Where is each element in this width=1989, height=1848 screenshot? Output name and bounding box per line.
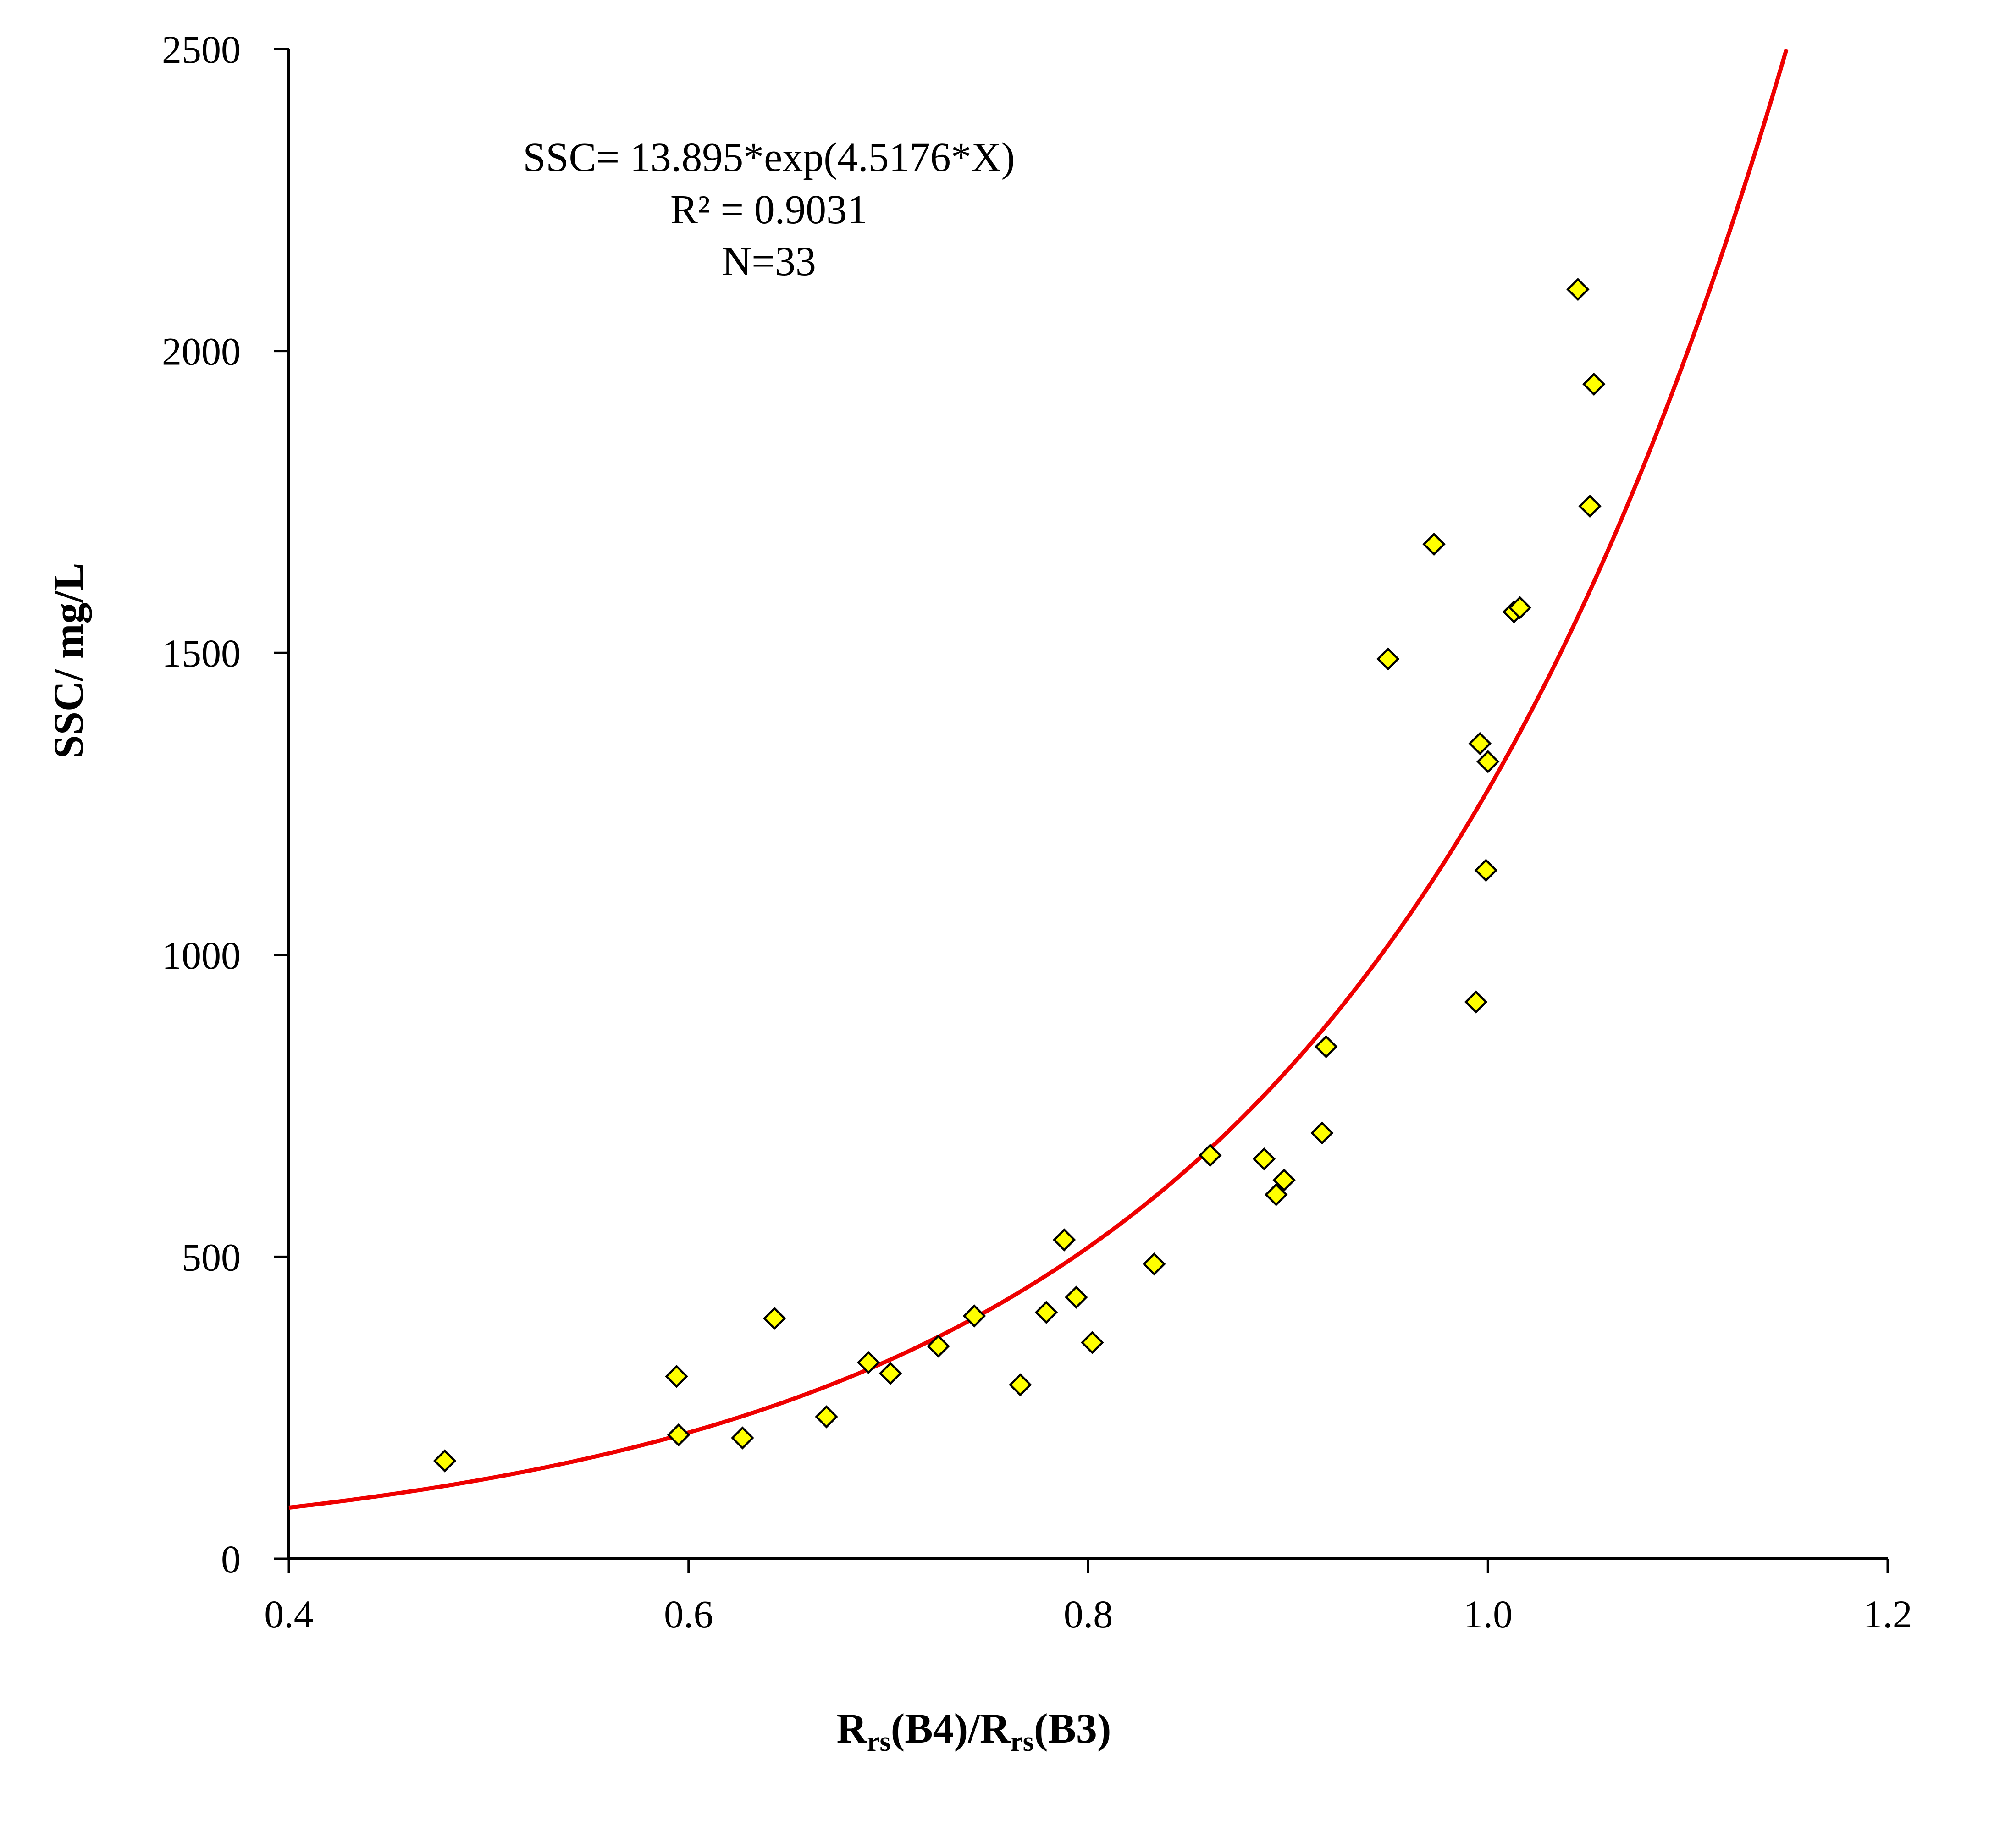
x-axis-title: Rrs(B4)/Rrs(B3) [836, 1705, 1111, 1757]
data-point [667, 1423, 691, 1447]
x-axis-title-part: (B4)/R [891, 1705, 1011, 1752]
data-point [1468, 732, 1492, 755]
data-point [1065, 1285, 1088, 1309]
y-tick-label: 0 [221, 1537, 241, 1581]
equation-annotation: SSC= 13.895*exp(4.5176*X) R² = 0.9031 N=… [523, 135, 1015, 284]
x-axis-title-part: (B3) [1034, 1705, 1111, 1752]
x-axis-ticks: 0.4 0.6 0.8 1.0 1.2 [264, 1559, 1912, 1636]
data-point [815, 1405, 838, 1429]
x-tick-label: 0.6 [664, 1592, 713, 1636]
data-point [878, 1362, 902, 1385]
y-axis-title: SSC/ mg/L [45, 563, 92, 759]
data-point [962, 1304, 986, 1328]
data-point [1310, 1121, 1334, 1145]
data-point [1474, 859, 1498, 882]
y-tick-label: 2500 [162, 28, 241, 72]
fit-curve-group [288, 48, 1789, 1510]
data-point [1476, 750, 1500, 773]
data-point [1315, 1035, 1338, 1059]
data-point [731, 1426, 754, 1450]
data-point [1252, 1147, 1276, 1171]
data-point [1566, 278, 1590, 301]
data-point [1422, 532, 1446, 556]
data-point [1143, 1252, 1166, 1276]
x-tick-label: 1.2 [1863, 1592, 1912, 1636]
data-point [762, 1307, 786, 1330]
data-point [1265, 1183, 1288, 1206]
y-tick-label: 500 [182, 1235, 241, 1279]
equation-text: SSC= 13.895*exp(4.5176*X) [523, 135, 1015, 180]
y-axis-ticks: 0 500 1000 1500 2000 2500 [162, 28, 289, 1581]
data-point [1034, 1301, 1058, 1324]
sample-count-text: N=33 [722, 239, 816, 284]
x-axis-title-subscript: rs [1010, 1726, 1034, 1757]
y-tick-label: 1000 [162, 933, 241, 977]
x-axis-title-subscript: rs [867, 1726, 891, 1757]
data-point [1199, 1143, 1222, 1167]
x-tick-label: 1.0 [1464, 1592, 1513, 1636]
data-points [433, 278, 1606, 1473]
data-point [1376, 647, 1400, 671]
fit-curve [288, 48, 1789, 1510]
x-tick-label: 0.8 [1064, 1592, 1113, 1636]
data-point [1053, 1228, 1076, 1252]
data-point [665, 1365, 688, 1388]
r-squared-text: R² = 0.9031 [670, 187, 867, 232]
axes [287, 49, 1888, 1560]
x-axis-title-part: R [836, 1705, 867, 1752]
data-point [1578, 494, 1602, 518]
data-point [1508, 596, 1532, 619]
data-point [433, 1449, 457, 1473]
data-point [1464, 990, 1488, 1014]
data-point [1582, 372, 1606, 396]
data-point [1081, 1331, 1104, 1354]
data-point [927, 1335, 950, 1358]
x-tick-label: 0.4 [264, 1592, 314, 1636]
y-tick-label: 2000 [162, 330, 241, 374]
data-point [1009, 1373, 1032, 1396]
data-point [1272, 1168, 1296, 1192]
y-tick-label: 1500 [162, 631, 241, 675]
data-point [856, 1351, 880, 1374]
